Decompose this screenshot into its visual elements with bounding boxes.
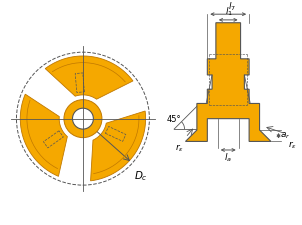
Circle shape [64, 100, 102, 138]
Polygon shape [91, 111, 146, 181]
Text: 45°: 45° [166, 115, 181, 124]
Text: $a_r$: $a_r$ [281, 130, 291, 141]
Polygon shape [20, 94, 67, 176]
Circle shape [72, 108, 93, 129]
Text: $l_7$: $l_7$ [228, 0, 236, 13]
Text: $r_\varepsilon$: $r_\varepsilon$ [175, 142, 184, 154]
Polygon shape [185, 23, 271, 142]
Text: $l_a$: $l_a$ [224, 151, 232, 164]
Text: $D_c$: $D_c$ [134, 169, 148, 183]
Text: $r_\varepsilon$: $r_\varepsilon$ [288, 140, 297, 151]
Text: $l_1$: $l_1$ [225, 6, 233, 18]
Polygon shape [45, 56, 133, 99]
